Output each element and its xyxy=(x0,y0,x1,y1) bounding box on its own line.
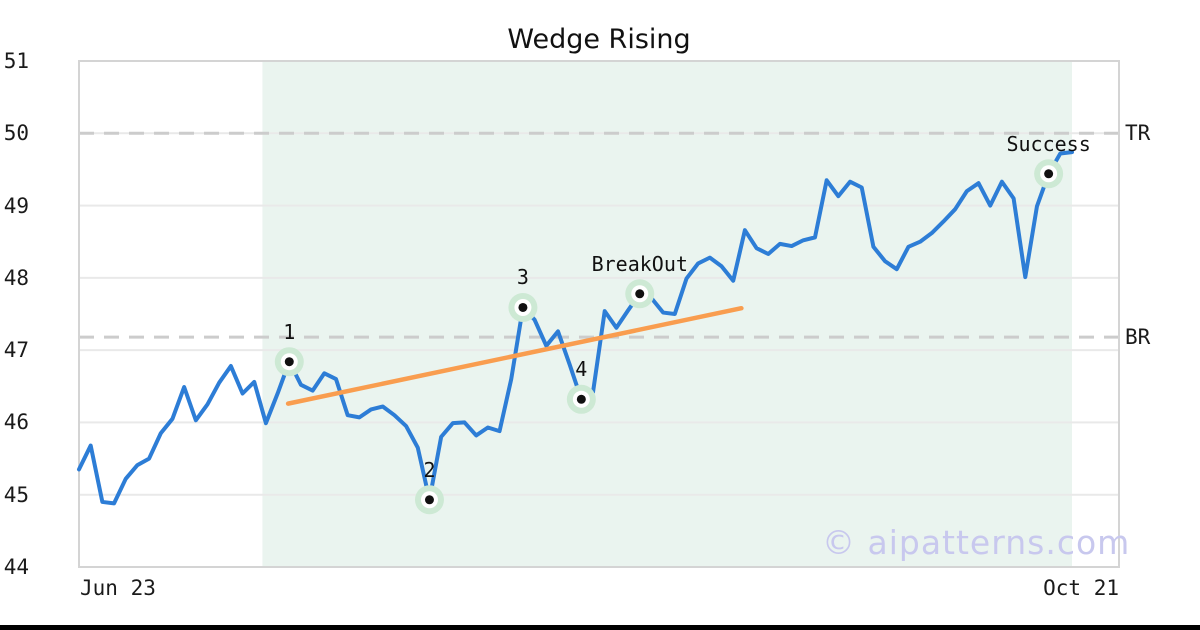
marker-label-1: 1 xyxy=(283,319,296,344)
marker-dot-BreakOut xyxy=(635,289,645,299)
marker-dot-3 xyxy=(518,302,528,312)
y-tick-label-50: 50 xyxy=(3,121,29,146)
watermark: © aipatterns.com xyxy=(822,523,1131,562)
marker-dot-4 xyxy=(576,394,586,404)
plot-border xyxy=(78,60,1120,568)
x-tick-label-start: Jun 23 xyxy=(80,576,156,600)
marker-dot-Success xyxy=(1044,169,1054,179)
marker-label-2: 2 xyxy=(423,457,436,482)
trendline xyxy=(285,305,744,406)
marker-label-BreakOut: BreakOut xyxy=(591,251,688,276)
marker-label-3: 3 xyxy=(516,265,529,290)
y-tick-label-44: 44 xyxy=(3,555,29,579)
marker-dot-2 xyxy=(424,495,434,505)
chart-title: Wedge Rising xyxy=(507,24,691,55)
x-tick-label-end: Oct 21 xyxy=(1043,576,1119,600)
y-tick-label-49: 49 xyxy=(3,193,29,218)
y-tick-label-51: 51 xyxy=(3,49,29,73)
marker-label-4: 4 xyxy=(575,357,588,382)
y-tick-label-46: 46 xyxy=(3,410,29,435)
marker-dot-1 xyxy=(284,357,294,367)
price-line xyxy=(77,150,1074,506)
y-tick-label-45: 45 xyxy=(3,482,29,507)
y-tick-label-47: 47 xyxy=(3,338,29,363)
bottom-bar xyxy=(0,625,1200,630)
level-label-br: BR xyxy=(1125,325,1151,350)
level-label-tr: TR xyxy=(1125,121,1151,146)
marker-label-Success: Success xyxy=(1006,131,1091,156)
y-tick-label-48: 48 xyxy=(3,265,29,290)
